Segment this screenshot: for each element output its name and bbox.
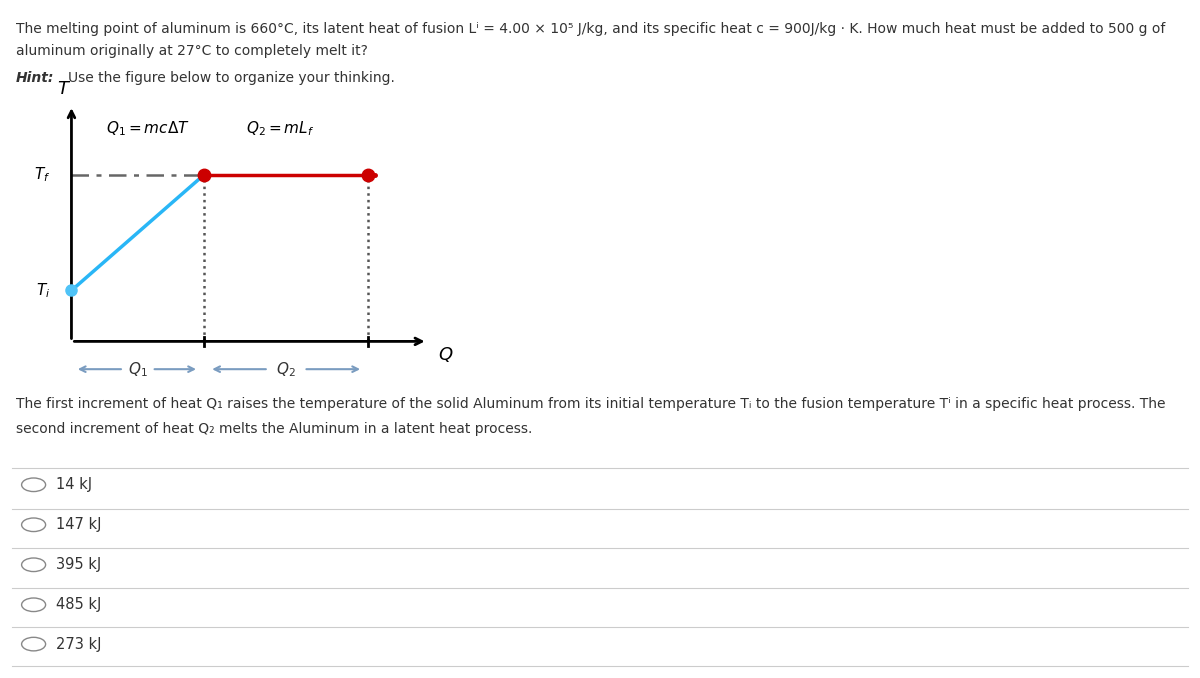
- Text: aluminum originally at 27°C to completely melt it?: aluminum originally at 27°C to completel…: [16, 44, 367, 58]
- Text: $T_i$: $T_i$: [36, 281, 50, 300]
- Text: 273 kJ: 273 kJ: [56, 637, 102, 652]
- Text: $T$: $T$: [58, 80, 72, 98]
- Text: Use the figure below to organize your thinking.: Use the figure below to organize your th…: [68, 71, 395, 85]
- Text: second increment of heat Q₂ melts the Aluminum in a latent heat process.: second increment of heat Q₂ melts the Al…: [16, 422, 532, 436]
- Text: 14 kJ: 14 kJ: [56, 477, 92, 492]
- Text: $Q_2$: $Q_2$: [276, 360, 296, 378]
- Text: $Q$: $Q$: [438, 345, 454, 364]
- Text: $T_f$: $T_f$: [34, 165, 50, 184]
- Text: 485 kJ: 485 kJ: [56, 597, 102, 612]
- Text: Hint:: Hint:: [16, 71, 54, 85]
- Text: $Q_2 = mL_f$: $Q_2 = mL_f$: [246, 119, 314, 138]
- Text: 147 kJ: 147 kJ: [56, 517, 102, 532]
- Text: $Q_1 = mc\Delta T$: $Q_1 = mc\Delta T$: [107, 119, 191, 138]
- Text: $Q_1$: $Q_1$: [128, 360, 148, 378]
- Text: The first increment of heat Q₁ raises the temperature of the solid Aluminum from: The first increment of heat Q₁ raises th…: [16, 397, 1165, 411]
- Text: 395 kJ: 395 kJ: [56, 557, 102, 572]
- Text: The melting point of aluminum is 660°C, its latent heat of fusion Lⁱ = 4.00 × 10: The melting point of aluminum is 660°C, …: [16, 22, 1165, 36]
